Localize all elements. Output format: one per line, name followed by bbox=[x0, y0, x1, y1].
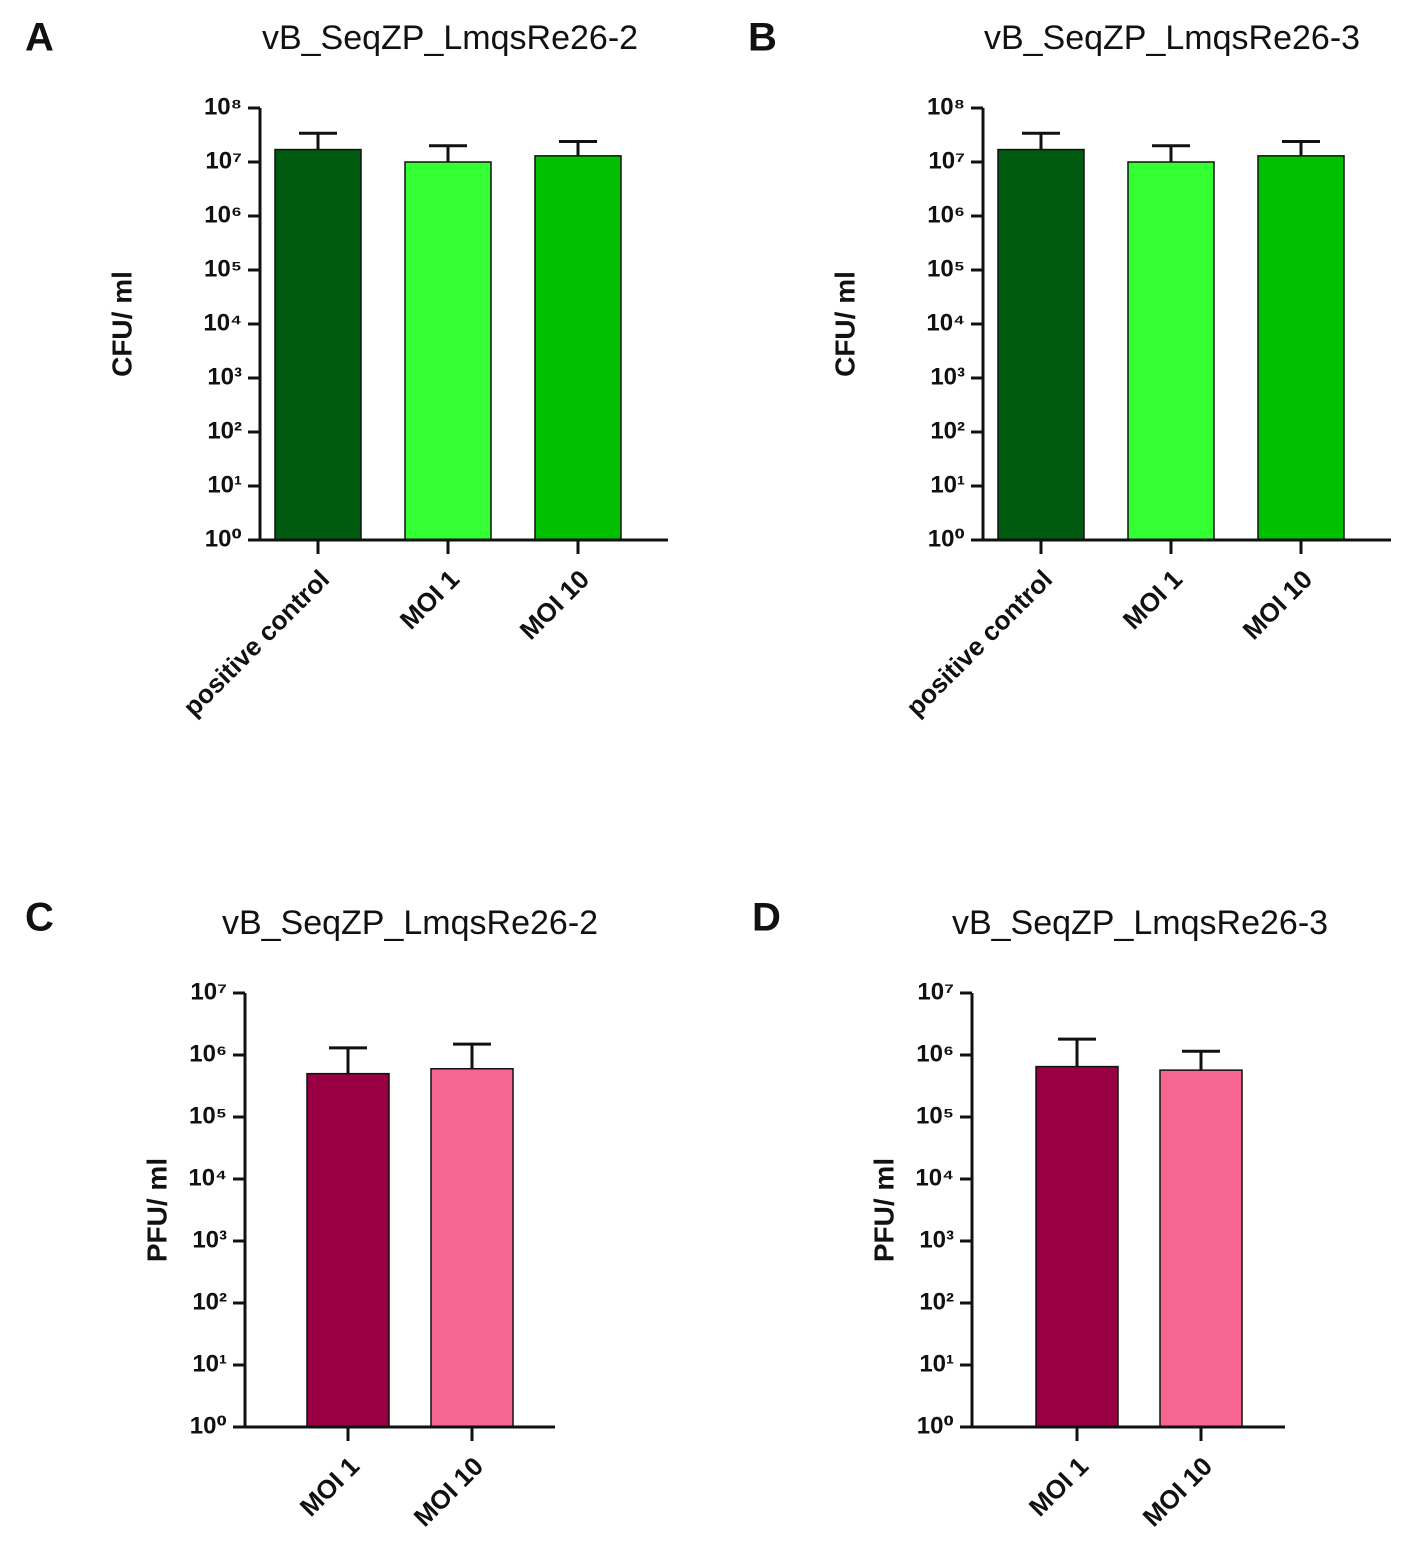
x-tick-label: MOI 1 bbox=[1117, 564, 1188, 635]
x-tick-label: MOI 10 bbox=[1237, 564, 1318, 645]
panel-letter: C bbox=[25, 896, 54, 940]
y-tick-label: 10⁷ bbox=[928, 147, 965, 174]
bar bbox=[306, 1072, 390, 1428]
x-tick-label: MOI 1 bbox=[294, 1451, 365, 1522]
panel-letter: A bbox=[25, 16, 54, 60]
x-tick-label: positive control bbox=[900, 564, 1058, 722]
y-tick-label: 10⁶ bbox=[927, 201, 965, 228]
chart-title: vB_SeqZP_LmqsRe26-2 bbox=[262, 19, 638, 57]
y-tick-label: 10¹ bbox=[919, 1350, 954, 1377]
chart-title: vB_SeqZP_LmqsRe26-3 bbox=[984, 19, 1360, 57]
x-tick-label: MOI 1 bbox=[394, 564, 465, 635]
y-tick-label: 10⁷ bbox=[917, 978, 954, 1005]
y-tick-label: 10⁶ bbox=[916, 1040, 954, 1067]
bar bbox=[997, 148, 1085, 541]
bar bbox=[1159, 1069, 1243, 1428]
x-tick-label: MOI 1 bbox=[1023, 1451, 1094, 1522]
y-tick-label: 10³ bbox=[207, 363, 242, 390]
bar bbox=[404, 161, 492, 541]
y-tick-label: 10² bbox=[930, 417, 965, 444]
bar bbox=[1035, 1065, 1119, 1428]
y-tick-label: 10² bbox=[919, 1288, 954, 1315]
y-tick-label: 10² bbox=[192, 1288, 227, 1315]
y-tick-label: 10¹ bbox=[192, 1350, 227, 1377]
y-tick-label: 10⁴ bbox=[188, 1164, 227, 1191]
bar bbox=[1127, 161, 1215, 541]
x-tick-label: MOI 10 bbox=[1137, 1451, 1218, 1532]
panel-letter: B bbox=[748, 16, 777, 60]
bar bbox=[1257, 155, 1345, 541]
y-tick-label: 10⁸ bbox=[204, 93, 242, 120]
y-tick-label: 10⁸ bbox=[927, 93, 965, 120]
y-tick-label: 10⁴ bbox=[915, 1164, 954, 1191]
y-tick-label: 10⁷ bbox=[205, 147, 242, 174]
chart-title: vB_SeqZP_LmqsRe26-3 bbox=[952, 904, 1328, 942]
y-tick-label: 10⁰ bbox=[928, 525, 965, 552]
y-axis-label: PFU/ ml bbox=[868, 1158, 899, 1262]
y-tick-label: 10⁵ bbox=[189, 1102, 227, 1129]
y-axis-label: PFU/ ml bbox=[141, 1158, 172, 1262]
bar bbox=[534, 155, 622, 541]
bar bbox=[430, 1068, 514, 1428]
y-tick-label: 10⁴ bbox=[203, 309, 242, 336]
y-tick-label: 10¹ bbox=[930, 471, 965, 498]
x-tick-label: positive control bbox=[177, 564, 335, 722]
y-axis-label: CFU/ ml bbox=[829, 271, 860, 377]
y-tick-label: 10⁴ bbox=[926, 309, 965, 336]
x-tick-label: MOI 10 bbox=[514, 564, 595, 645]
bar bbox=[274, 148, 362, 541]
panel-letter: D bbox=[752, 896, 781, 940]
y-tick-label: 10² bbox=[207, 417, 242, 444]
y-tick-label: 10⁰ bbox=[917, 1412, 954, 1439]
y-tick-label: 10⁵ bbox=[927, 255, 965, 282]
y-tick-label: 10⁰ bbox=[190, 1412, 227, 1439]
y-tick-label: 10⁵ bbox=[204, 255, 242, 282]
chart-title: vB_SeqZP_LmqsRe26-2 bbox=[222, 904, 598, 942]
y-tick-label: 10⁶ bbox=[189, 1040, 227, 1067]
y-tick-label: 10³ bbox=[192, 1226, 227, 1253]
y-tick-label: 10⁶ bbox=[204, 201, 242, 228]
y-tick-label: 10³ bbox=[930, 363, 965, 390]
y-tick-label: 10⁷ bbox=[190, 978, 227, 1005]
y-tick-label: 10¹ bbox=[207, 471, 242, 498]
x-tick-label: MOI 10 bbox=[408, 1451, 489, 1532]
y-axis-label: CFU/ ml bbox=[106, 271, 137, 377]
y-tick-label: 10⁵ bbox=[916, 1102, 954, 1129]
y-tick-label: 10³ bbox=[919, 1226, 954, 1253]
y-tick-label: 10⁰ bbox=[205, 525, 242, 552]
